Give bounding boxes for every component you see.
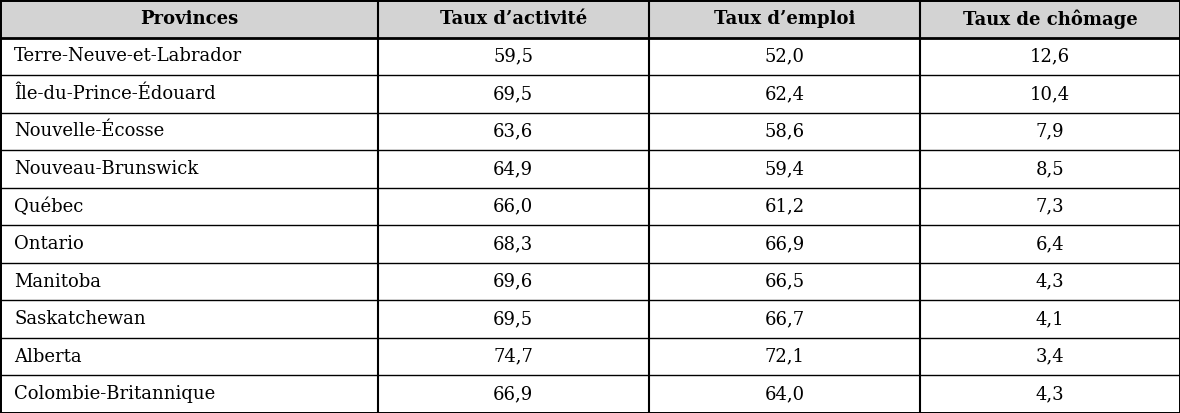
Text: 12,6: 12,6 xyxy=(1030,47,1070,65)
Text: Taux d’activité: Taux d’activité xyxy=(440,10,586,28)
Text: 58,6: 58,6 xyxy=(765,122,805,140)
Bar xyxy=(0,263,1180,300)
Text: Manitoba: Manitoba xyxy=(14,273,101,291)
Text: 66,7: 66,7 xyxy=(765,310,805,328)
Text: 3,4: 3,4 xyxy=(1036,348,1064,366)
Text: 61,2: 61,2 xyxy=(765,197,805,216)
Text: 66,9: 66,9 xyxy=(765,235,805,253)
Text: Québec: Québec xyxy=(14,197,84,216)
Bar xyxy=(0,38,1180,75)
Text: 66,9: 66,9 xyxy=(493,385,533,403)
Text: 4,3: 4,3 xyxy=(1036,273,1064,291)
Bar xyxy=(920,0,1180,38)
Text: Nouvelle-Écosse: Nouvelle-Écosse xyxy=(14,122,164,140)
Bar xyxy=(0,338,1180,375)
Text: 69,5: 69,5 xyxy=(493,310,533,328)
Text: 59,5: 59,5 xyxy=(493,47,533,65)
Text: 8,5: 8,5 xyxy=(1036,160,1064,178)
Text: 10,4: 10,4 xyxy=(1030,85,1070,103)
Text: 69,5: 69,5 xyxy=(493,85,533,103)
Text: 66,0: 66,0 xyxy=(493,197,533,216)
Text: Alberta: Alberta xyxy=(14,348,81,366)
Text: Taux d’emploi: Taux d’emploi xyxy=(714,10,856,28)
Text: 52,0: 52,0 xyxy=(765,47,805,65)
Text: Colombie-Britannique: Colombie-Britannique xyxy=(14,385,216,403)
Text: Nouveau-Brunswick: Nouveau-Brunswick xyxy=(14,160,198,178)
Text: 7,9: 7,9 xyxy=(1036,122,1064,140)
Text: 4,3: 4,3 xyxy=(1036,385,1064,403)
Text: Provinces: Provinces xyxy=(139,10,238,28)
Text: 7,3: 7,3 xyxy=(1036,197,1064,216)
Text: 62,4: 62,4 xyxy=(765,85,805,103)
Bar xyxy=(378,0,649,38)
Text: Ontario: Ontario xyxy=(14,235,84,253)
Text: 6,4: 6,4 xyxy=(1036,235,1064,253)
Text: 64,9: 64,9 xyxy=(493,160,533,178)
Bar xyxy=(0,75,1180,113)
Bar xyxy=(0,0,378,38)
Text: 72,1: 72,1 xyxy=(765,348,805,366)
Text: 74,7: 74,7 xyxy=(493,348,533,366)
Text: 63,6: 63,6 xyxy=(493,122,533,140)
Text: Île-du-Prince-Édouard: Île-du-Prince-Édouard xyxy=(14,85,216,103)
Bar xyxy=(0,150,1180,188)
Text: 64,0: 64,0 xyxy=(765,385,805,403)
Bar xyxy=(0,375,1180,413)
Text: 69,6: 69,6 xyxy=(493,273,533,291)
Text: Terre-Neuve-et-Labrador: Terre-Neuve-et-Labrador xyxy=(14,47,242,65)
Text: 59,4: 59,4 xyxy=(765,160,805,178)
Bar xyxy=(649,0,920,38)
Text: Taux de chômage: Taux de chômage xyxy=(963,9,1138,28)
Text: 68,3: 68,3 xyxy=(493,235,533,253)
Text: 66,5: 66,5 xyxy=(765,273,805,291)
Bar xyxy=(0,300,1180,338)
Text: 4,1: 4,1 xyxy=(1036,310,1064,328)
Bar xyxy=(0,225,1180,263)
Bar xyxy=(0,113,1180,150)
Bar xyxy=(0,188,1180,225)
Text: Saskatchewan: Saskatchewan xyxy=(14,310,146,328)
